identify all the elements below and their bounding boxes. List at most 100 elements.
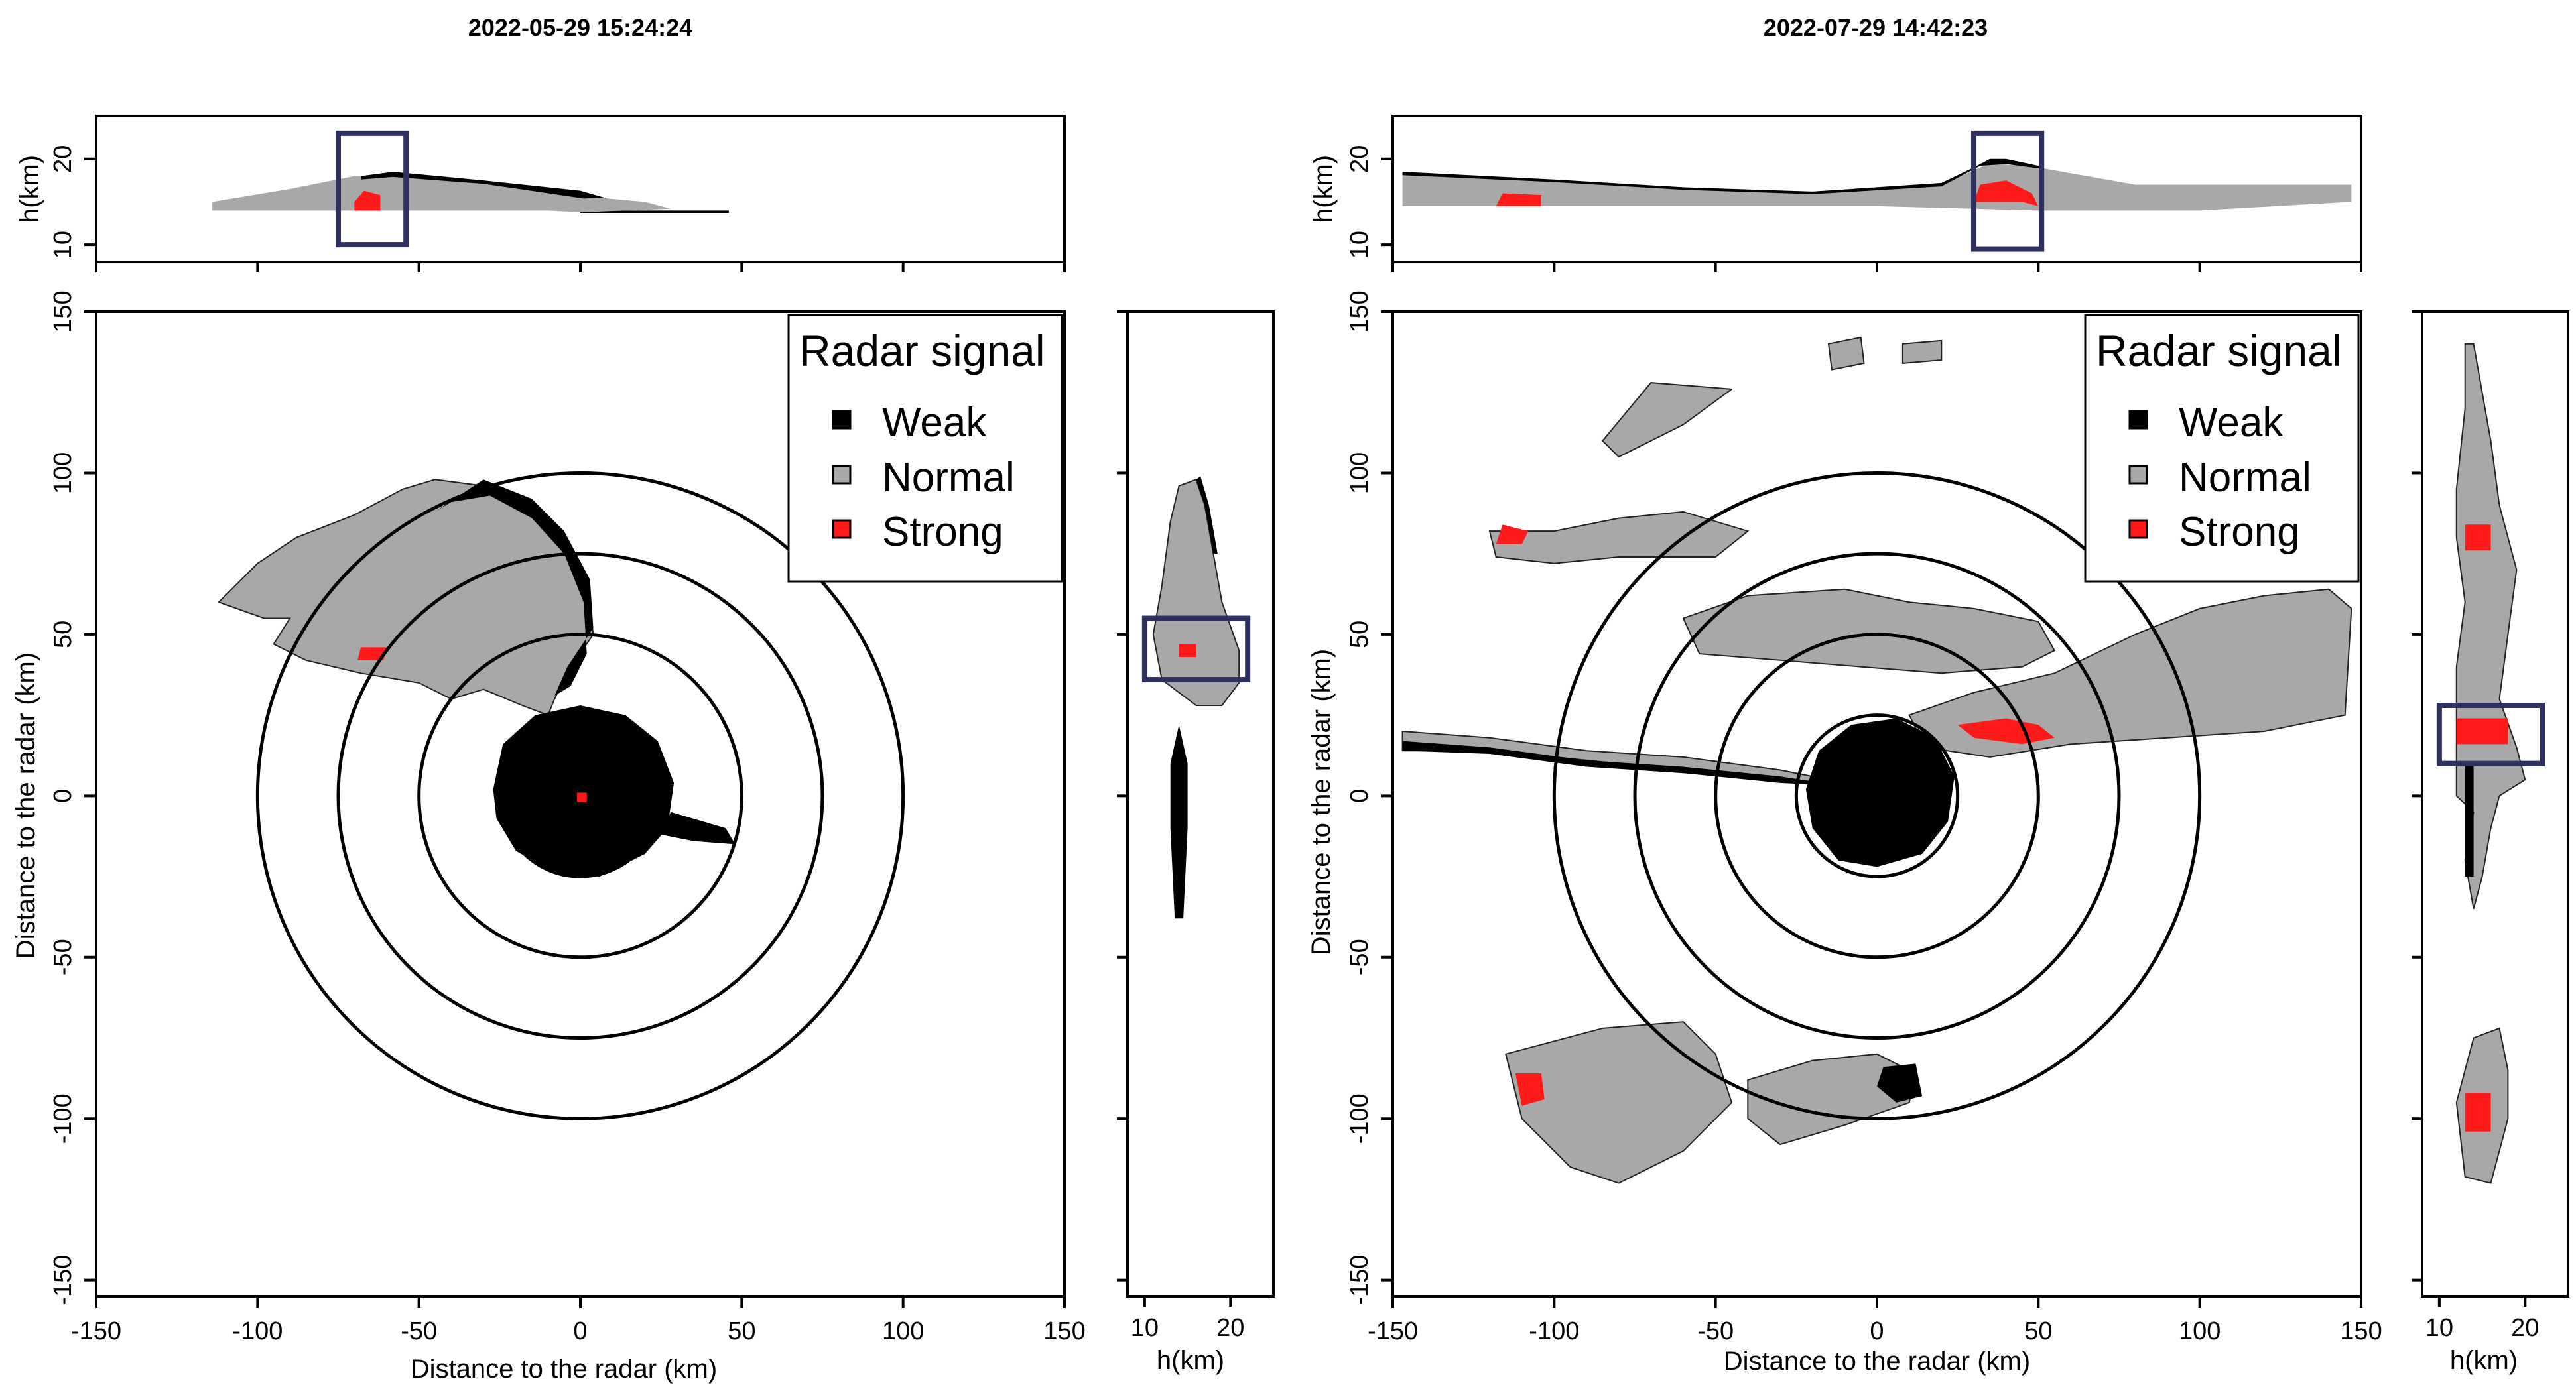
panel-1-range-rings <box>255 471 905 1120</box>
panel-1-legend-label-normal: Normal <box>882 455 1015 501</box>
panel-2-side-highlight-box <box>2436 703 2545 766</box>
panel-1-side-highlight-box <box>1141 615 1251 683</box>
echo-normal-2 <box>1682 588 2056 674</box>
side-echo-weak-2 <box>2465 763 2474 877</box>
panel-2-top-echoes <box>1402 158 2352 211</box>
side-echo-strong-4 <box>2465 524 2491 551</box>
echo-strong-13 <box>1515 1073 1545 1106</box>
top-echo-normal-3 <box>548 197 671 212</box>
panel-2-side-xticks: 10 20 <box>2425 1296 2539 1342</box>
panel-1-legend: Radar signal Weak Normal Strong <box>787 314 1063 583</box>
top-highlight-rect <box>336 130 409 248</box>
panel-1-xticks: -150 -100 -50 0 50 100 150 <box>71 1296 1086 1345</box>
x-tick-label: -50 <box>1697 1317 1734 1345</box>
range-ring-50km <box>417 633 743 959</box>
x-tick-label: 100 <box>2179 1317 2221 1345</box>
panel-1-legend-label-strong: Strong <box>882 509 1003 555</box>
y-tick-label: 50 <box>1346 621 1374 648</box>
x-tick-label: 50 <box>2024 1317 2052 1345</box>
x-tick-label: 150 <box>1043 1317 1085 1345</box>
panel-1-yticks: -150 -100 -50 0 50 100 150 <box>49 290 96 1305</box>
top-echo-normal-0 <box>1402 163 2352 211</box>
y-tick-label: 0 <box>49 789 77 803</box>
panel-2-side-profile: 10 20 h(km) <box>2412 310 2569 1375</box>
side-x-tick-label: 20 <box>1216 1314 1244 1342</box>
echo-strong-4 <box>357 647 387 660</box>
panel-2-echoes <box>1401 336 2352 1184</box>
x-tick-label: 50 <box>728 1317 755 1345</box>
panel-1-legend-swatch-strong <box>832 519 852 539</box>
y-tick-label: -50 <box>49 939 77 975</box>
panel-1-side-frame <box>1126 310 1275 1298</box>
side-echo-strong-3 <box>1179 644 1196 657</box>
panel-2-legend-title: Radar signal <box>2096 326 2342 375</box>
top-echo-strong-3 <box>1496 193 1541 206</box>
panel-1-legend-label-weak: Weak <box>882 400 987 446</box>
panel-2-yticks: -150 -100 -50 0 50 100 150 <box>1346 290 1393 1305</box>
panel-2-title: 2022-07-29 14:42:23 <box>1764 14 1988 41</box>
panel-2-legend: Radar signal Weak Normal Strong <box>2084 314 2360 583</box>
panel-2-legend-swatch-normal <box>2128 465 2148 485</box>
panel-2-ylabel: Distance to the radar (km) <box>1307 649 1336 955</box>
panel-2-side-frame <box>2421 310 2569 1298</box>
x-tick-label: -50 <box>401 1317 437 1345</box>
range-ring-25km <box>1794 713 1960 878</box>
panel-1-top-yticks: 10 20 <box>49 145 96 259</box>
y-tick-label: 100 <box>49 452 77 494</box>
top-y-tick-label: 10 <box>49 231 77 259</box>
x-tick-label: 0 <box>1870 1317 1884 1345</box>
x-tick-label: 100 <box>882 1317 924 1345</box>
y-tick-label: 0 <box>1346 789 1374 803</box>
echo-strong-5 <box>577 792 587 803</box>
panel-1-top-frame <box>95 115 1066 263</box>
panel-2-top-ylabel: h(km) <box>1309 155 1338 223</box>
panel-1-top-echoes <box>212 172 729 213</box>
top-echo-strong-4 <box>354 190 381 211</box>
panel-2-main-plot: -150 -100 -50 0 50 100 150 -150 -100 -50 0 50 100 15… <box>1307 290 2382 1376</box>
panel-2-legend-label-strong: Strong <box>2179 509 2300 555</box>
top-echo-strong-2 <box>1974 180 2039 206</box>
y-tick-label: -100 <box>49 1093 77 1144</box>
panel-1-title: 2022-05-29 15:24:24 <box>468 14 692 41</box>
side-echo-strong-3 <box>2456 718 2508 745</box>
top-y-tick-label: 10 <box>1346 231 1374 259</box>
y-tick-label: 50 <box>49 621 77 648</box>
panel-2-top-yticks: 10 20 <box>1346 145 1393 259</box>
x-tick-label: -150 <box>71 1317 121 1345</box>
side-highlight-rect <box>2436 703 2545 766</box>
top-echo-weak-2 <box>580 210 729 213</box>
echo-weak-9 <box>1805 718 1955 867</box>
panel-1-legend-title: Radar signal <box>799 326 1045 375</box>
y-tick-label: -50 <box>1346 939 1374 975</box>
top-y-tick-label: 20 <box>1346 145 1374 173</box>
panel-2-top-highlight-box <box>1971 130 2045 252</box>
side-echo-normal-0 <box>1152 478 1240 706</box>
side-x-tick-label: 10 <box>1131 1314 1159 1342</box>
range-ring-25km <box>497 713 663 878</box>
range-ring-75km <box>1633 552 2121 1040</box>
panel-1-ylabel: Distance to the radar (km) <box>11 652 40 959</box>
panel-2-xlabel: Distance to the radar (km) <box>1724 1347 2030 1376</box>
panel-1-side-xlabel: h(km) <box>1157 1346 1224 1375</box>
echo-weak-1 <box>493 705 675 877</box>
echo-normal-5 <box>1827 336 1865 371</box>
side-highlight-rect <box>1141 615 1251 683</box>
echo-strong-14 <box>1957 718 2055 745</box>
panel-1-xlabel: Distance to the radar (km) <box>411 1355 717 1384</box>
echo-weak-10 <box>1402 741 1845 786</box>
top-echo-normal-0 <box>212 176 606 211</box>
echo-normal-6 <box>1901 339 1943 364</box>
y-tick-label: -150 <box>1346 1255 1374 1305</box>
panel-2-legend-swatch-strong <box>2128 519 2148 539</box>
panel-1: 2022-05-29 15:24:24 10 20 h(km) -150 -100 -… <box>11 14 1275 1384</box>
range-ring-50km <box>1714 633 2040 959</box>
top-y-tick-label: 20 <box>49 145 77 173</box>
panel-2-legend-label-normal: Normal <box>2179 455 2311 501</box>
panel-1-legend-swatch-weak <box>832 410 852 430</box>
top-highlight-rect <box>1971 130 2045 252</box>
echo-normal-7 <box>1505 1021 1733 1184</box>
panel-1-top-profile: 10 20 h(km) <box>15 115 1066 272</box>
range-ring-100km <box>1552 471 2202 1120</box>
echo-weak-2 <box>435 479 594 696</box>
